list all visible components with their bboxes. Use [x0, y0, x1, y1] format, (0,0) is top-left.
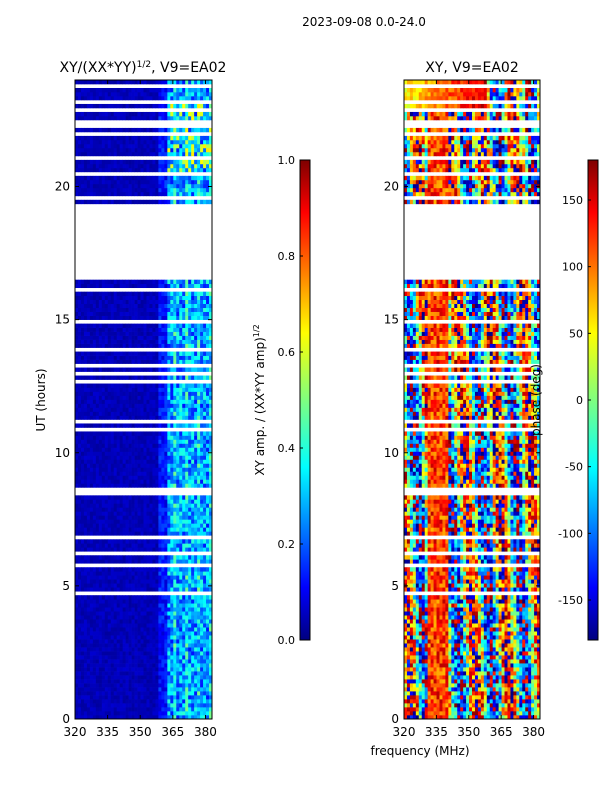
amp-colorbar-label-exponent: 1/2	[252, 324, 261, 337]
colorbar-tick-label: 0.4	[278, 442, 296, 455]
phase-colorbar-label: phase (deg)	[529, 364, 543, 436]
phase-plot-frame	[403, 79, 541, 720]
colorbar-tick-label: -150	[558, 594, 583, 607]
y-tick-label: 5	[391, 579, 399, 593]
y-tick-label: 10	[55, 446, 70, 460]
colorbar-tick-label: 1.0	[278, 154, 296, 167]
phase-colorbar-ticks: -150 -100 -50 0 50 100 150	[558, 194, 591, 607]
y-tick-label: 0	[62, 712, 70, 726]
x-tick-label: 365	[490, 725, 513, 739]
phase-panel: XY, V9=EA02 320 335 350 365 380 0 5 10 15 20	[384, 60, 545, 739]
amp-colorbar-bar	[299, 159, 311, 641]
colorbar-tick-label: -100	[558, 527, 583, 540]
y-tick-label: 0	[391, 712, 399, 726]
phase-heatmap	[404, 80, 541, 720]
amp-colorbar-label-main: XY amp. / (XX*YY amp)	[253, 337, 267, 475]
x-tick-label: 350	[129, 725, 152, 739]
colorbar-tick-label: 150	[562, 194, 583, 207]
y-tick-label: 15	[384, 313, 399, 327]
amp-panel: XY/(XX*YY)1/2, V9=EA02 320 335 350 365 380 0 5…	[34, 60, 226, 739]
x-tick-label: 335	[425, 725, 448, 739]
phase-colorbar: -150 -100 -50 0 50 100 150 phase (deg)	[529, 159, 599, 641]
y-tick-label: 20	[55, 180, 70, 194]
y-tick-label: 10	[384, 446, 399, 460]
amp-panel-title: XY/(XX*YY)1/2, V9=EA02	[60, 60, 227, 76]
colorbar-tick-label: 0.2	[278, 538, 296, 551]
amp-colorbar-ticks: 0.0 0.2 0.4 0.6 0.8 1.0	[278, 154, 303, 647]
phase-panel-title: XY, V9=EA02	[425, 60, 519, 76]
colorbar-tick-label: 0.8	[278, 250, 296, 263]
x-tick-label: 320	[393, 725, 416, 739]
amp-colorbar: 0.0 0.2 0.4 0.6 0.8 1.0 XY amp. / (XX*YY amp)…	[252, 154, 311, 647]
amp-title-exponent: 1/2	[137, 60, 151, 70]
colorbar-tick-label: -50	[565, 461, 583, 474]
colorbar-tick-label: 100	[562, 261, 583, 274]
phase-axes: 320 335 350 365 380 0 5 10 15 20	[384, 80, 545, 739]
figure-suptitle: 2023-09-08 0.0-24.0	[302, 15, 426, 29]
amp-title-main: XY/(XX*YY)	[60, 60, 137, 76]
colorbar-tick-label: 0.6	[278, 346, 296, 359]
y-tick-label: 5	[62, 579, 70, 593]
y-tick-label: 15	[55, 313, 70, 327]
y-tick-label: 20	[384, 180, 399, 194]
x-tick-label: 350	[457, 725, 480, 739]
amp-plot-frame	[74, 79, 213, 720]
shared-xlabel: frequency (MHz)	[370, 744, 469, 758]
colorbar-tick-label: 0	[576, 394, 583, 407]
amp-colorbar-label: XY amp. / (XX*YY amp)1/2	[252, 324, 267, 475]
colorbar-tick-label: 0.0	[278, 634, 296, 647]
amp-ylabel: UT (hours)	[34, 368, 48, 431]
x-tick-label: 320	[64, 725, 87, 739]
x-tick-label: 365	[161, 725, 184, 739]
amp-axes: 320 335 350 365 380 0 5 10 15 20	[55, 80, 217, 739]
amp-heatmap	[75, 80, 213, 720]
x-tick-label: 380	[194, 725, 217, 739]
x-tick-label: 335	[96, 725, 119, 739]
amp-title-suffix: , V9=EA02	[151, 60, 226, 76]
x-tick-label: 380	[522, 725, 545, 739]
colorbar-tick-label: 50	[569, 327, 583, 340]
